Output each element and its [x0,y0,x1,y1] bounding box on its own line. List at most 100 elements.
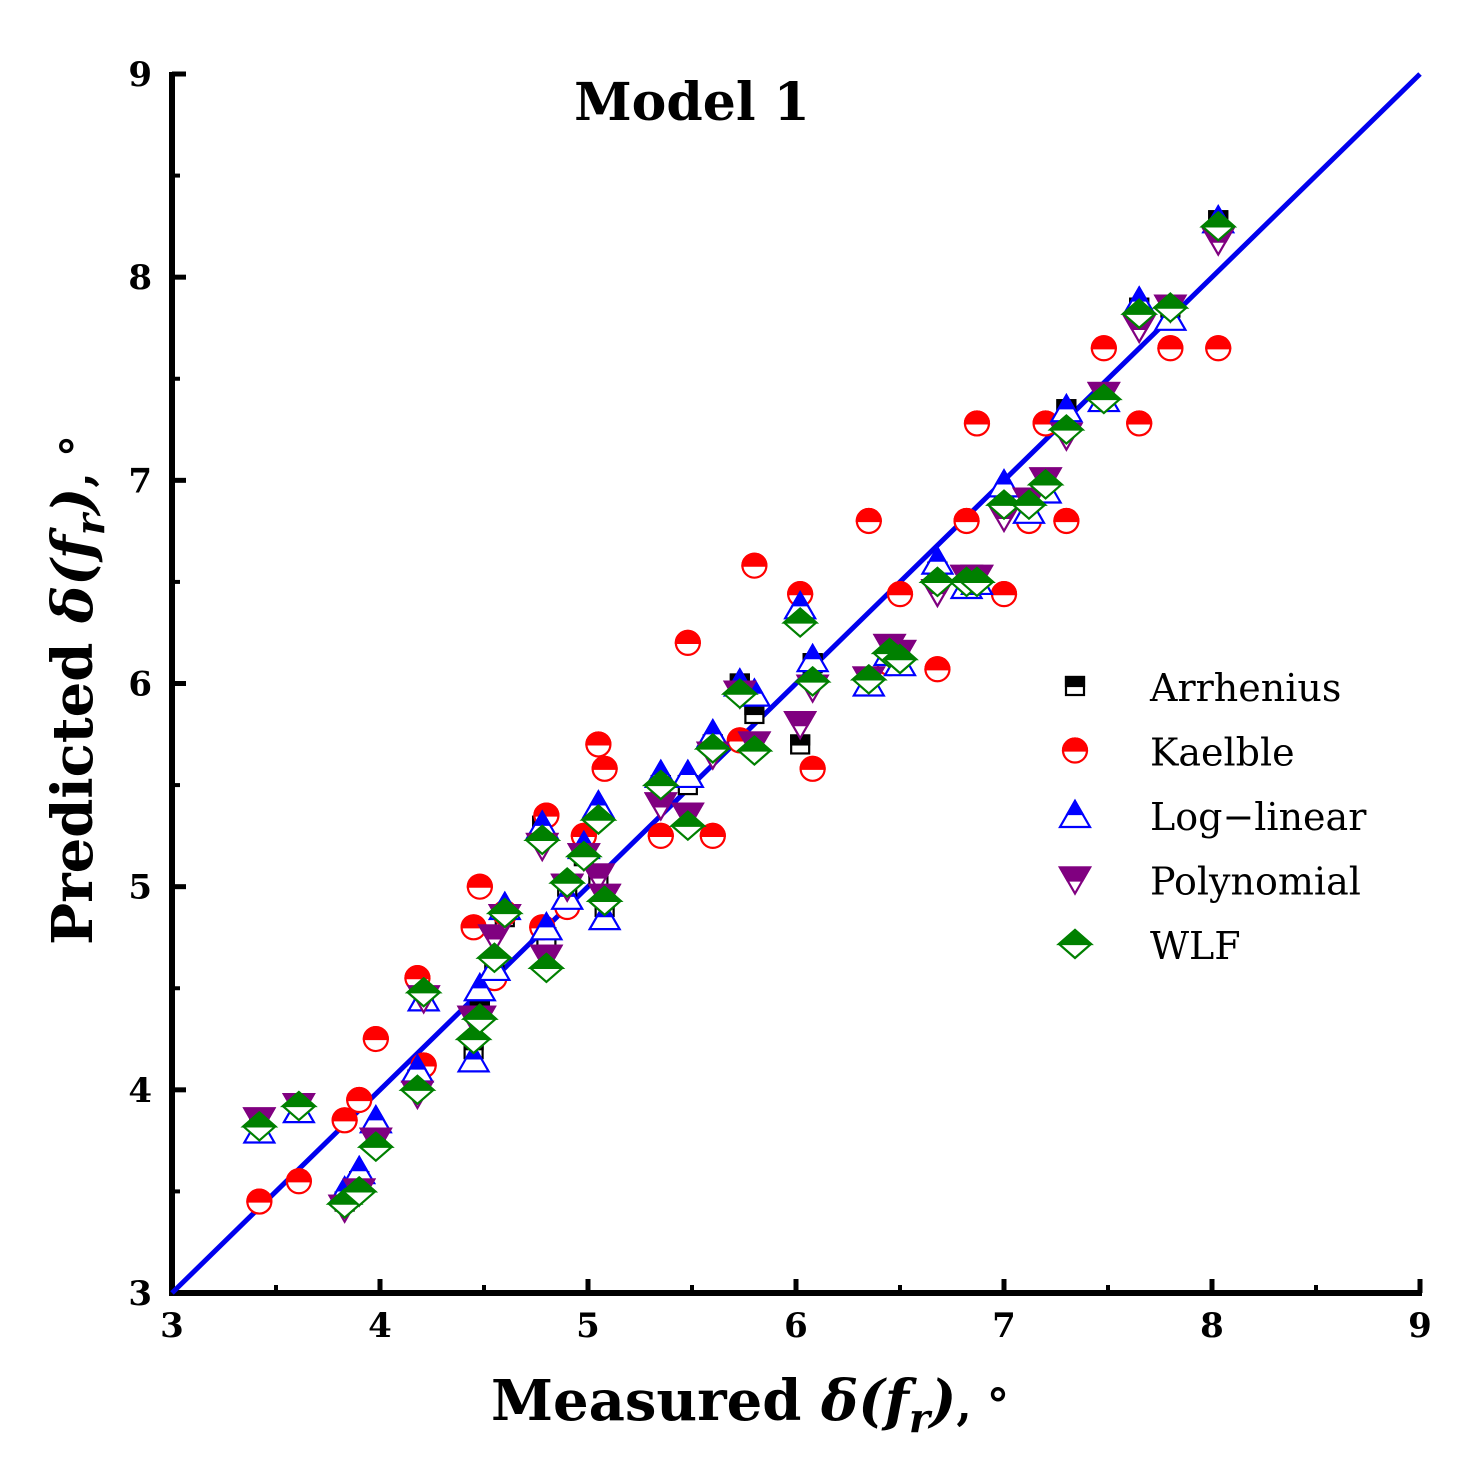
x-axis-title-symbol: δ(f [820,1368,918,1434]
legend: Arrhenius Kaelble Log−linear Polynomial WLF [1056,666,1367,968]
reference-line-y-equals-x [170,72,1422,1295]
wlf-point [958,566,996,598]
ticks-layer: 3 4 5 6 7 8 9 3 4 5 6 7 8 9 [128,55,1432,1346]
kaelble-point [285,1168,312,1195]
y-tick-label: 6 [128,665,152,705]
kaelble-point [1126,410,1153,437]
kaelble-point [460,914,487,941]
legend-label-kaelble: Kaelble [1150,731,1295,775]
kaelble-point [647,822,674,849]
wlf-point [781,607,820,639]
x-tick-label: 9 [1408,1306,1432,1346]
wlf-point [668,810,707,842]
wlf-point [523,824,562,856]
wlf-point [340,1175,379,1207]
wlf-point [1199,210,1238,242]
wlf-point [579,804,618,836]
wlf-point [527,952,566,984]
legend-marker-polynomial [1058,866,1092,896]
wlf-point [240,1110,279,1142]
polynomial-point [783,711,818,741]
y-axis-title-close: ) [40,488,106,518]
wlf-point [485,897,524,929]
log-linear-point [670,758,705,789]
wlf-point [398,1074,437,1106]
legend-item-wlf: WLF [1056,924,1241,968]
wlf-point [1084,383,1123,415]
reference-line-layer [170,72,1422,1295]
series-polynomial [242,227,1236,1224]
series-arrhenius [249,210,1229,1212]
y-axis-title-symbol: δ(f [40,526,106,624]
wlf-point [1151,292,1190,324]
legend-label-polynomial: Polynomial [1150,860,1361,904]
x-tick-label: 6 [784,1306,808,1346]
x-axis-title: Measured δ(fr), ° [491,1368,1009,1442]
wlf-point [1026,468,1065,500]
kaelble-point [990,581,1018,608]
legend-item-kaelble: Kaelble [1061,731,1295,775]
kaelble-point [362,1025,389,1053]
polynomial-point [581,863,616,893]
wlf-point [404,976,443,1008]
wlf-point [641,769,680,801]
kaelble-point [699,822,726,849]
log-linear-point [462,972,497,1002]
kaelble-point [741,552,768,579]
y-tick-label: 3 [128,1274,152,1314]
x-tick-label: 3 [160,1306,184,1346]
kaelble-point [855,507,882,535]
legend-item-polynomial: Polynomial [1058,860,1361,904]
kaelble-point [963,410,991,437]
legend-marker-log-linear [1058,798,1092,829]
x-axis-title-unit: , ° [956,1380,1009,1431]
x-axis-title-subscript: r [909,1395,933,1442]
x-tick-label: 4 [368,1306,392,1346]
wlf-point [564,840,603,872]
data-points-layer [240,204,1238,1224]
kaelble-point [674,629,701,656]
kaelble-point [591,755,618,782]
legend-marker-wlf [1056,928,1094,960]
wlf-point [881,643,919,675]
legend-label-wlf: WLF [1150,924,1241,968]
wlf-point [735,735,774,767]
y-tick-label: 4 [128,1071,152,1111]
wlf-point [693,733,732,764]
arrhenius-point [744,703,765,725]
kaelble-point [1053,507,1080,535]
y-tick-label: 9 [128,55,152,95]
x-tick-label: 8 [1200,1306,1224,1346]
legend-marker-kaelble [1061,737,1089,764]
wlf-point [918,566,957,598]
kaelble-point [886,581,914,608]
x-tick-label: 5 [576,1306,600,1346]
wlf-point [356,1131,395,1163]
x-axis-title-close: ) [927,1368,957,1434]
wlf-point [1047,414,1086,446]
kaelble-point [1157,335,1184,362]
y-tick-label: 7 [128,461,152,501]
wlf-point [279,1090,318,1122]
kaelble-point [466,873,493,900]
kaelble-point [1090,335,1117,362]
y-tick-label: 5 [128,868,152,908]
kaelble-point [331,1107,358,1134]
y-tick-label: 8 [128,258,152,298]
kaelble-point [246,1188,273,1215]
wlf-point [849,663,888,695]
y-axis-title-subscript: r [67,511,114,535]
kaelble-point [1205,335,1232,362]
y-axis-title-prefix: Predicted [40,623,106,945]
wlf-point [1120,298,1159,330]
wlf-point [585,885,624,917]
wlf-point [460,1003,499,1035]
series-kaelble [246,335,1232,1215]
log-linear-point [529,911,564,941]
series-wlf [240,210,1238,1220]
wlf-point [985,489,1023,521]
legend-marker-arrhenius [1064,675,1086,697]
wlf-point [1010,489,1048,521]
polynomial-point [477,924,512,954]
